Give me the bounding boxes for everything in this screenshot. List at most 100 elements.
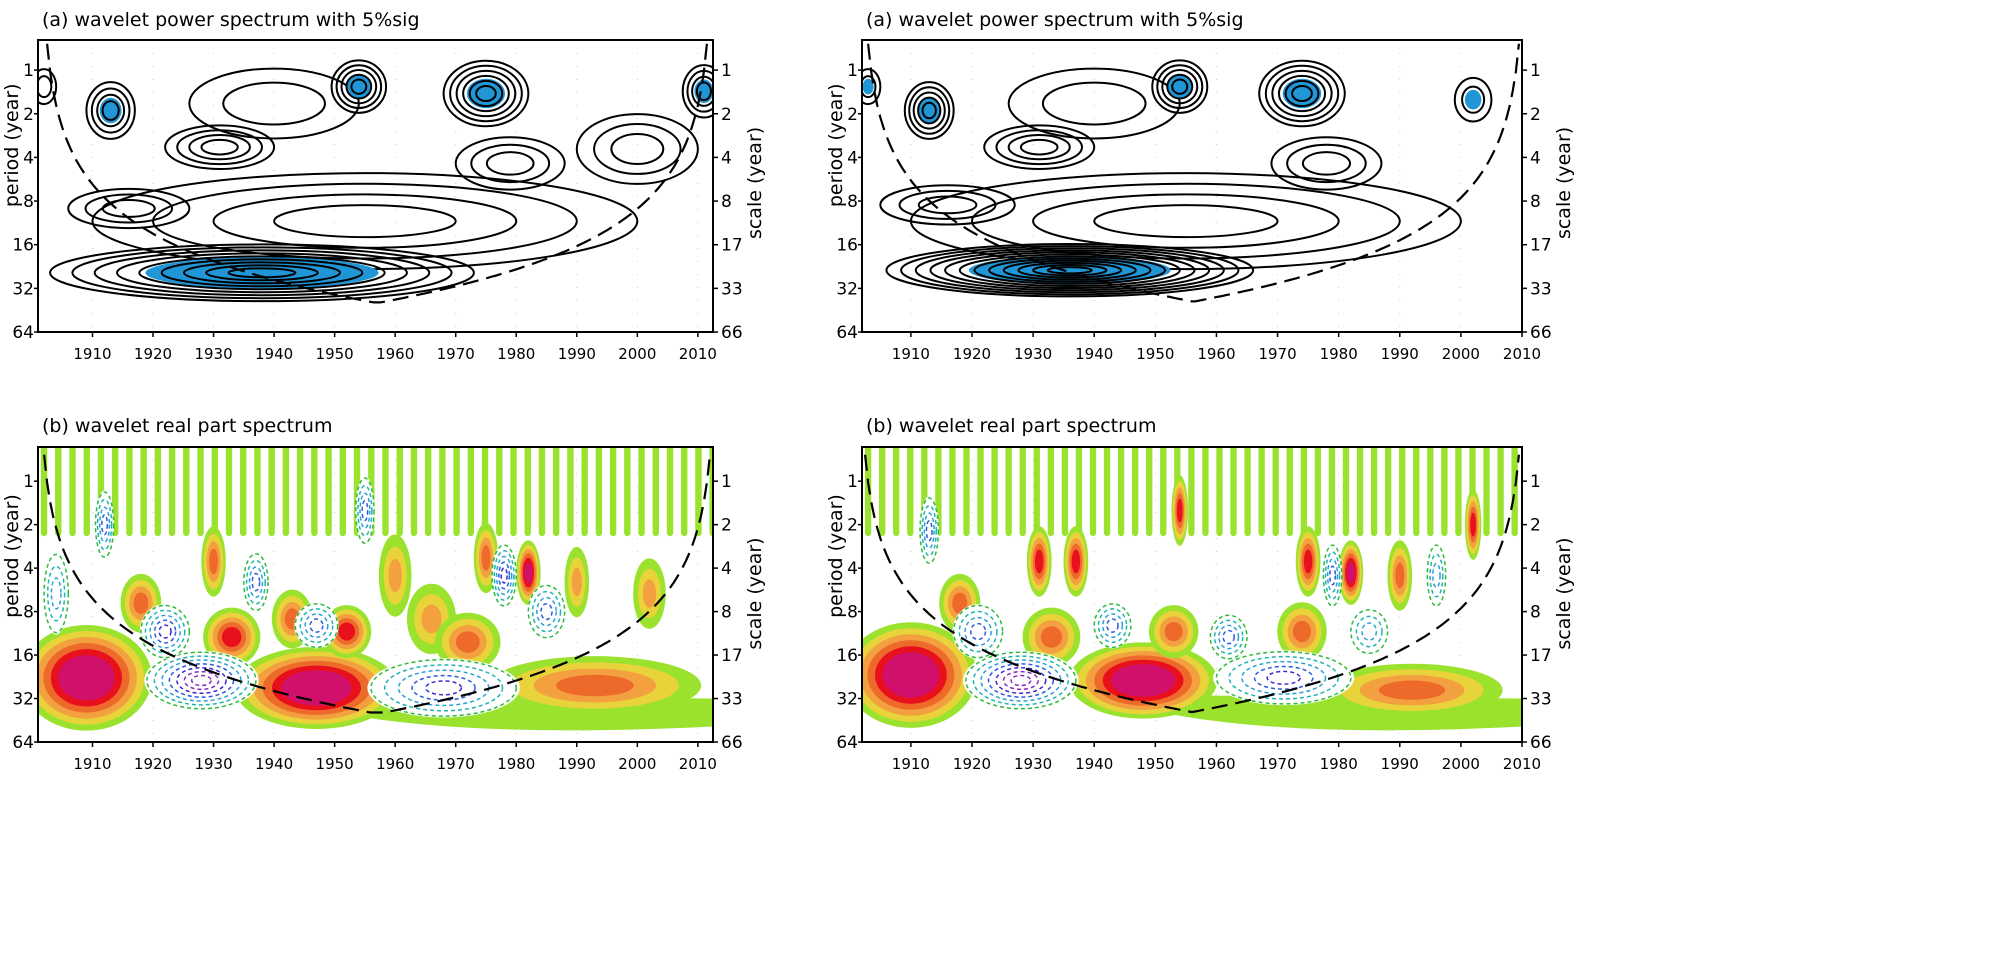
- positive-finger: [1089, 447, 1097, 537]
- negative-contour: [243, 553, 269, 612]
- power-contour: [335, 64, 383, 110]
- positive-contour: [1292, 620, 1312, 643]
- positive-contour: [1034, 549, 1044, 574]
- x-tick-label: 1980: [497, 755, 535, 773]
- positive-finger: [325, 447, 332, 537]
- negative-contour: [299, 608, 334, 644]
- power-contour: [49, 243, 475, 303]
- power-contour: [1277, 74, 1327, 113]
- power-contour: [885, 243, 1255, 298]
- negative-contour: [1093, 603, 1132, 649]
- x-tick-label: 1950: [316, 345, 354, 363]
- negative-contour: [1002, 670, 1039, 691]
- negative-contour: [921, 504, 938, 557]
- power-contour: [449, 64, 523, 123]
- positive-finger: [581, 447, 588, 537]
- y-tick-label: 4: [23, 148, 34, 168]
- significance-region: [862, 78, 874, 95]
- positive-contour: [1346, 562, 1355, 584]
- positive-contour: [1176, 498, 1183, 523]
- x-tick-label: 1940: [1075, 755, 1113, 773]
- significance-region: [1282, 78, 1322, 109]
- plot-frame: [861, 39, 1523, 333]
- positive-contour: [1378, 680, 1446, 700]
- negative-region: [952, 604, 1004, 659]
- negative-region: [1213, 650, 1355, 706]
- y-tick-right-label: 33: [1530, 690, 1552, 710]
- positive-finger: [595, 447, 603, 537]
- panel-left-b: (b) wavelet real part spectrum 1910 1920 19…: [1, 415, 766, 773]
- y-axis-right-label: scale (year): [744, 127, 766, 239]
- plot-frame: [37, 39, 714, 333]
- y-tick-label: 16: [12, 236, 34, 256]
- x-tick-label: 1930: [1014, 755, 1052, 773]
- positive-contour: [1164, 621, 1183, 642]
- positive-finger: [1497, 447, 1504, 537]
- negative-contour: [919, 497, 940, 564]
- x-tick-label: 1920: [953, 345, 991, 363]
- positive-finger: [126, 447, 133, 537]
- positive-finger: [652, 447, 659, 537]
- y-tick-right-label: 33: [721, 690, 743, 710]
- x-tick-label: 1980: [497, 345, 535, 363]
- negative-contour: [355, 477, 375, 544]
- positive-contour: [952, 592, 968, 614]
- x-tick-label: 1920: [953, 755, 991, 773]
- y-tick-label: 64: [12, 733, 34, 753]
- power-contour: [929, 249, 1211, 292]
- y-tick-label: 16: [836, 236, 858, 256]
- plot-frame: [37, 446, 714, 743]
- positive-contour: [290, 674, 343, 701]
- y-tick-right-label: 1: [1530, 472, 1541, 492]
- power-contour: [345, 73, 373, 100]
- negative-region: [367, 658, 520, 718]
- positive-contour: [338, 622, 356, 641]
- power-contour: [575, 113, 699, 185]
- positive-finger: [1370, 447, 1378, 537]
- x-tick-label: 1940: [255, 345, 293, 363]
- positive-finger: [339, 447, 347, 537]
- negative-contour: [1101, 613, 1124, 638]
- power-contour: [188, 134, 251, 161]
- positive-contour: [1470, 512, 1476, 537]
- x-tick-label: 2000: [618, 755, 656, 773]
- power-contour: [160, 258, 364, 288]
- power-contour: [862, 75, 877, 99]
- negative-contour: [923, 512, 935, 549]
- power-contour: [1270, 136, 1383, 191]
- panel-title: (b) wavelet real part spectrum: [42, 415, 332, 437]
- positive-finger: [439, 447, 446, 537]
- negative-contour: [1010, 674, 1032, 687]
- positive-contour: [1119, 668, 1167, 693]
- x-tick-label: 2010: [1503, 345, 1541, 363]
- power-contour: [912, 91, 946, 130]
- y-tick-right-label: 1: [721, 61, 732, 81]
- power-contour: [485, 151, 535, 176]
- positive-finger: [1511, 447, 1518, 537]
- y-axis-right-label: scale (year): [1553, 537, 1575, 649]
- power-contour: [38, 75, 53, 99]
- y-tick-right-label: 17: [1530, 236, 1552, 256]
- y-tick-right-label: 8: [1530, 192, 1541, 212]
- negative-contour: [425, 680, 463, 696]
- positive-finger: [681, 447, 688, 537]
- y-tick-right-label: 8: [721, 603, 732, 623]
- power-contour: [85, 81, 136, 140]
- positive-finger: [879, 447, 886, 537]
- y-tick-right-label: 2: [721, 105, 732, 125]
- x-tick-label: 1920: [134, 345, 172, 363]
- negative-contour: [370, 658, 518, 717]
- x-tick-label: 2010: [1503, 755, 1541, 773]
- x-tick-label: 1940: [255, 755, 293, 773]
- y-tick-right-label: 8: [1530, 603, 1541, 623]
- power-contour: [330, 59, 388, 114]
- power-contour: [1171, 78, 1189, 95]
- positive-finger: [1075, 447, 1083, 537]
- power-contour: [205, 264, 319, 282]
- positive-finger: [524, 447, 531, 537]
- power-contour: [1166, 73, 1194, 100]
- negative-contour: [1426, 544, 1447, 607]
- y-tick-label: 64: [12, 323, 34, 343]
- power-contour: [468, 79, 504, 108]
- negative-contour: [1355, 615, 1383, 648]
